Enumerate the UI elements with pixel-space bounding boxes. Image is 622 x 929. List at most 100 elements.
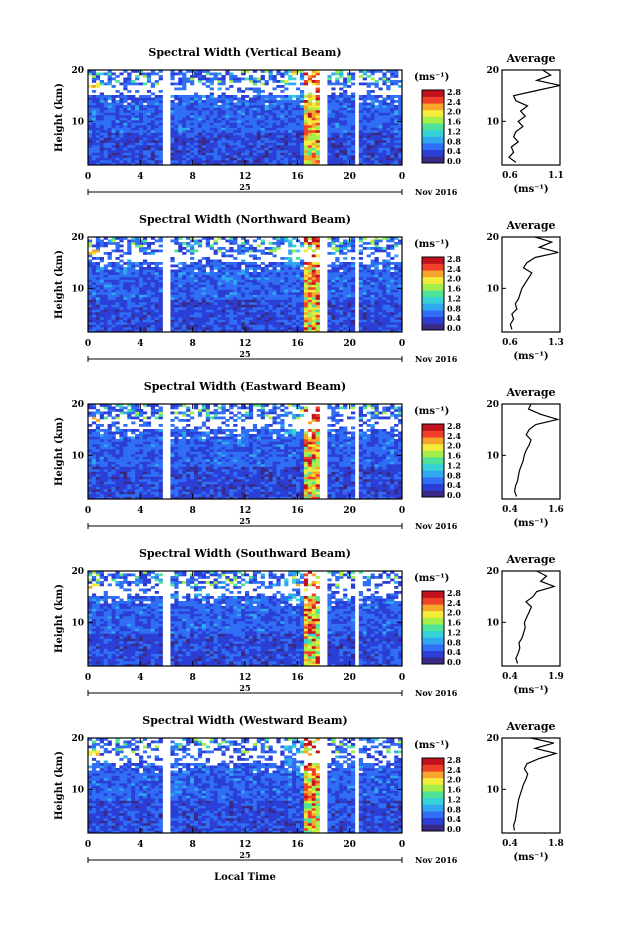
heatmap-cell (284, 314, 289, 318)
heatmap-cell (103, 324, 108, 328)
heatmap-cell (158, 100, 163, 103)
heatmap-cell (233, 117, 238, 121)
heatmap-cell (315, 120, 320, 123)
heatmap-cell (315, 272, 320, 275)
heatmap-cell (394, 105, 399, 108)
heatmap-cell (378, 157, 383, 161)
heatmap-cell (225, 302, 230, 305)
heatmap-cell (225, 107, 230, 111)
heatmap-cell (394, 132, 399, 136)
heatmap-cell (245, 289, 250, 293)
heatmap-cell (186, 279, 191, 283)
colorbar-swatch (422, 263, 444, 271)
heatmap-cell (311, 117, 316, 121)
heatmap-cell (139, 145, 144, 148)
heatmap-cell (303, 130, 309, 133)
heatmap-cell (99, 140, 104, 143)
heatmap-cell (182, 110, 187, 113)
heatmap-cell (182, 269, 187, 273)
heatmap-cell (111, 277, 116, 280)
heatmap-cell (241, 287, 246, 290)
heatmap-cell (296, 110, 301, 113)
heatmap-cell (178, 107, 183, 111)
heatmap-cell (245, 272, 250, 275)
heatmap-cell (154, 272, 159, 275)
heatmap-cell (103, 137, 108, 141)
heatmap-cell (280, 267, 285, 270)
heatmap-cell (139, 102, 144, 106)
heatmap-cell (315, 145, 320, 148)
heatmap-cell (178, 105, 183, 108)
heatmap-cell (197, 287, 203, 290)
heatmap-cell (335, 282, 340, 285)
heatmap-cell (256, 279, 261, 283)
heatmap-cell (91, 115, 97, 118)
heatmap-cell (111, 125, 116, 128)
heatmap-cell (350, 284, 356, 288)
heatmap-cell (170, 287, 175, 290)
heatmap-cell (95, 294, 101, 298)
heatmap-cell (374, 244, 379, 248)
heatmap-cell (394, 294, 399, 298)
heatmap-cell (91, 152, 97, 156)
heatmap-cell (139, 132, 144, 136)
heatmap-cell (307, 145, 313, 148)
heatmap-cell (382, 117, 387, 121)
heatmap-cell (142, 150, 148, 153)
heatmap-cell (248, 324, 254, 328)
heatmap-cell (197, 264, 203, 268)
heatmap-cell (276, 329, 281, 333)
heatmap-cell (276, 155, 281, 158)
heatmap-cell (307, 95, 313, 98)
heatmap-cell (103, 277, 108, 280)
heatmap-cell (362, 322, 367, 325)
heatmap-cell (217, 496, 222, 500)
heatmap-cell (233, 294, 238, 298)
heatmap-cell (107, 287, 112, 290)
heatmap-cell (146, 264, 152, 268)
heatmap-cell (394, 242, 399, 245)
heatmap-cell (146, 140, 152, 143)
heatmap-cell (95, 292, 101, 295)
heatmap-cell (154, 299, 159, 303)
heatmap-cell (201, 70, 207, 73)
heatmap-cell (366, 162, 371, 166)
heatmap-cell (256, 322, 261, 325)
heatmap-cell (296, 292, 301, 295)
heatmap-cell (146, 72, 152, 76)
heatmap-cell (398, 80, 403, 83)
heatmap-cell (245, 284, 250, 288)
heatmap-cell (170, 299, 175, 303)
heatmap-cell (135, 264, 140, 268)
heatmap-cell (347, 75, 352, 78)
heatmap-cell (233, 75, 238, 78)
heatmap-cell (370, 162, 375, 166)
heatmap-cell (280, 112, 285, 116)
heatmap-cell (103, 105, 108, 108)
heatmap-cell (245, 312, 250, 315)
heatmap-cell (366, 117, 371, 121)
heatmap-cell (186, 107, 191, 111)
heatmap-cell (260, 267, 265, 270)
heatmap-cell (378, 145, 383, 148)
heatmap-cell (260, 147, 265, 151)
heatmap-cell (378, 127, 383, 131)
average-x-tick-label: 0.6 (502, 171, 518, 181)
heatmap-cell (303, 120, 309, 123)
heatmap-cell (260, 299, 265, 303)
heatmap-cell (315, 140, 320, 143)
heatmap-cell (99, 95, 104, 98)
heatmap-cell (237, 496, 242, 500)
heatmap-cell (205, 142, 210, 146)
heatmap-cell (260, 135, 265, 138)
heatmap-cell (241, 70, 246, 73)
heatmap-cell (178, 162, 183, 166)
heatmap-cell (127, 239, 132, 243)
heatmap-cell (362, 312, 367, 315)
heatmap-cell (135, 317, 140, 320)
heatmap-cell (237, 284, 242, 288)
heatmap-cell (127, 294, 132, 298)
heatmap-cell (374, 314, 379, 318)
heatmap-cell (131, 312, 136, 315)
